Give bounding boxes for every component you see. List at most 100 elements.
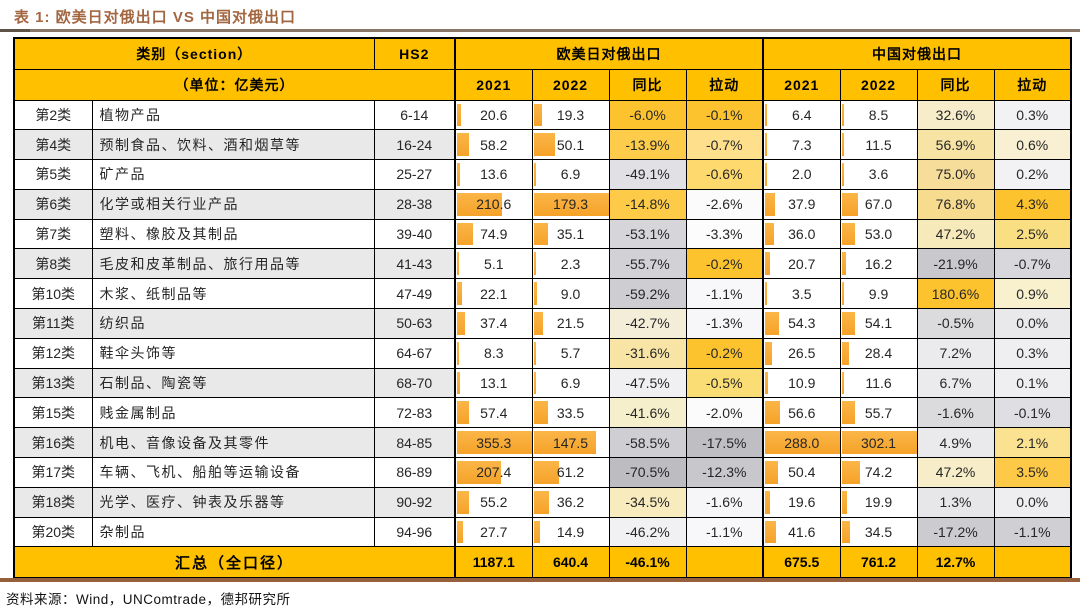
hs2-cell: 41-43	[373, 248, 456, 280]
west-2022-cell: 179.3	[531, 188, 610, 220]
china-2022-cell: 67.0	[839, 188, 918, 220]
west-pull-cell: -3.3%	[685, 218, 764, 250]
header-hs2: HS2	[373, 37, 456, 70]
section-name-cell: 石制品、陶瓷等	[91, 367, 375, 399]
category-cell: 第6类	[13, 188, 93, 220]
west-yoy-cell: -31.6%	[608, 337, 687, 369]
data-bar	[457, 312, 465, 335]
total-value-cell	[685, 546, 764, 579]
data-bar	[457, 192, 502, 216]
west-pull-cell: -2.6%	[685, 188, 764, 220]
china-yoy-cell: 7.2%	[916, 337, 995, 369]
data-bar	[457, 431, 532, 455]
data-bar	[841, 192, 859, 216]
value-label: 37.9	[788, 196, 816, 213]
china-2022-cell: 9.9	[839, 278, 918, 310]
value-label: 179.3	[552, 196, 589, 213]
china-yoy-cell: 4.9%	[916, 427, 995, 459]
value-label: 27.7	[480, 524, 508, 541]
header-west-2021: 2021	[454, 68, 533, 101]
value-label: 147.5	[552, 434, 589, 451]
china-pull-cell: 0.3%	[993, 337, 1072, 369]
china-yoy-cell: 180.6%	[916, 278, 995, 310]
data-bar	[765, 163, 768, 186]
china-yoy-cell: 6.7%	[916, 367, 995, 399]
category-cell: 第20类	[13, 516, 93, 548]
value-label: 54.3	[788, 315, 816, 332]
category-cell: 第2类	[13, 99, 93, 131]
west-pull-cell: -0.2%	[685, 248, 764, 280]
data-bar	[765, 401, 780, 425]
west-yoy-cell: -41.6%	[608, 397, 687, 429]
value-label: 20.6	[480, 106, 508, 123]
value-label: 54.1	[864, 315, 893, 332]
section-name-cell: 贱金属制品	[91, 397, 375, 429]
data-bar	[533, 133, 555, 157]
west-pull-cell: -12.3%	[685, 457, 764, 488]
bottom-rule	[0, 578, 1080, 582]
china-2022-cell: 53.0	[839, 218, 918, 250]
section-name-cell: 塑料、橡胶及其制品	[91, 218, 375, 250]
data-bar	[533, 490, 549, 514]
west-2021-cell: 37.4	[454, 308, 533, 339]
value-label: 2.0	[792, 166, 812, 183]
west-pull-cell: -0.2%	[685, 337, 764, 369]
china-pull-cell: 0.3%	[993, 99, 1072, 131]
china-2021-cell: 7.3	[762, 129, 841, 161]
china-yoy-cell: 75.0%	[916, 159, 995, 190]
total-value-cell: 12.7%	[916, 546, 995, 579]
china-pull-cell: 3.5%	[993, 457, 1072, 488]
category-cell: 第13类	[13, 367, 93, 399]
value-label: 20.7	[788, 255, 816, 272]
china-2022-cell: 8.5	[839, 99, 918, 131]
west-2021-cell: 207.4	[454, 457, 533, 488]
china-2021-cell: 37.9	[762, 188, 841, 220]
data-bar	[457, 133, 470, 157]
total-label: 汇总（全口径）	[13, 546, 456, 579]
data-bar	[457, 520, 463, 544]
data-table: 类别（section） HS2 欧美日对俄出口 中国对俄出口 （单位：亿美元） …	[13, 37, 1073, 579]
title-rule	[0, 29, 1080, 32]
value-label: 210.6	[476, 196, 512, 213]
data-bar	[533, 163, 537, 186]
value-label: 288.0	[784, 434, 820, 451]
west-2021-cell: 74.9	[454, 218, 533, 250]
data-bar	[765, 520, 776, 544]
value-label: 3.6	[868, 166, 889, 183]
west-pull-cell: -1.3%	[685, 308, 764, 339]
data-bar	[841, 461, 861, 484]
data-bar	[841, 103, 844, 127]
data-bar	[533, 222, 549, 246]
hs2-cell: 72-83	[373, 397, 456, 429]
data-bar	[533, 461, 560, 484]
west-pull-cell: -0.1%	[685, 99, 764, 131]
west-yoy-cell: -34.5%	[608, 486, 687, 518]
data-bar	[457, 461, 502, 484]
data-bar	[457, 103, 462, 127]
china-2021-cell: 50.4	[762, 457, 841, 488]
china-2022-cell: 11.5	[839, 129, 918, 161]
west-2022-cell: 19.3	[531, 99, 610, 131]
table-row: 第11类 纺织品 50-63 37.4 21.5 -42.7% -1.3% 54.3 54.1 -…	[13, 308, 1072, 339]
section-name-cell: 纺织品	[91, 308, 375, 339]
data-bar	[765, 282, 768, 306]
west-pull-cell: -0.5%	[685, 367, 764, 399]
west-2021-cell: 58.2	[454, 129, 533, 161]
table-row: 第7类 塑料、橡胶及其制品 39-40 74.9 35.1 -53.1% -3.3% 36.0…	[13, 218, 1072, 250]
china-2021-cell: 20.7	[762, 248, 841, 280]
source-note: 资料来源：Wind，UNComtrade，德邦研究所	[6, 592, 291, 607]
hs2-cell: 84-85	[373, 427, 456, 459]
category-cell: 第12类	[13, 337, 93, 369]
china-2021-cell: 56.6	[762, 397, 841, 429]
value-label: 36.2	[556, 494, 585, 511]
data-bar	[765, 192, 775, 216]
data-bar	[841, 490, 847, 514]
west-2021-cell: 13.1	[454, 367, 533, 399]
data-bar	[533, 312, 543, 335]
section-name-cell: 光学、医疗、钟表及乐器等	[91, 486, 375, 518]
value-label: 6.4	[792, 106, 812, 123]
west-yoy-cell: -6.0%	[608, 99, 687, 131]
header-china-pull: 拉动	[993, 68, 1072, 101]
west-pull-cell: -1.1%	[685, 516, 764, 548]
china-pull-cell: -0.1%	[993, 397, 1072, 429]
